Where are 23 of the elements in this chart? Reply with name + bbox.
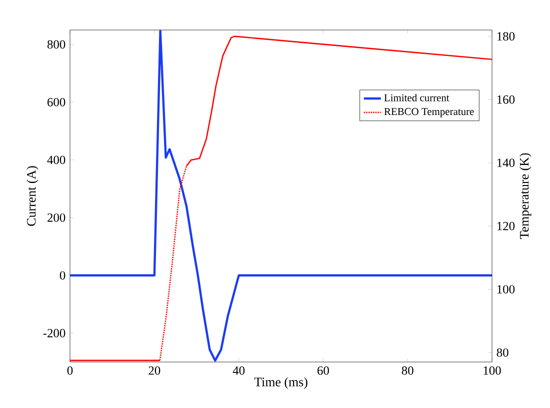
y-tick-label: 600	[48, 98, 66, 106]
y2-tick-label: 120	[497, 222, 515, 230]
x-tick-label: 60	[318, 366, 329, 375]
y2-tick-label: 160	[497, 95, 515, 104]
y2-axis-title: Temperature (K)	[520, 153, 532, 239]
y2-tick-label: 140	[497, 158, 515, 167]
x-tick-label: 0	[67, 366, 73, 375]
y-tick-label: -200	[43, 328, 66, 338]
y2-tick-label: 100	[497, 285, 515, 294]
x-axis-title: Time (ms)	[254, 377, 308, 389]
y2-tick-label: 180	[497, 32, 515, 41]
y-tick-label: 0	[60, 271, 66, 280]
y-tick-label: 400	[47, 156, 66, 164]
x-tick-label: 100	[484, 366, 501, 375]
x-tick-label: 80	[402, 366, 414, 375]
y2-tick-label: 80	[496, 348, 508, 357]
x-tick-label: 40	[232, 366, 245, 375]
y-axis-title: Current (A)	[26, 166, 38, 226]
y-tick-label: 200	[48, 213, 66, 222]
legend-label: Limited current	[384, 94, 450, 102]
x-tick-label: 20	[148, 366, 160, 375]
y-tick-label: 800	[47, 40, 66, 49]
legend-label: REBCO Temperature	[384, 108, 474, 118]
